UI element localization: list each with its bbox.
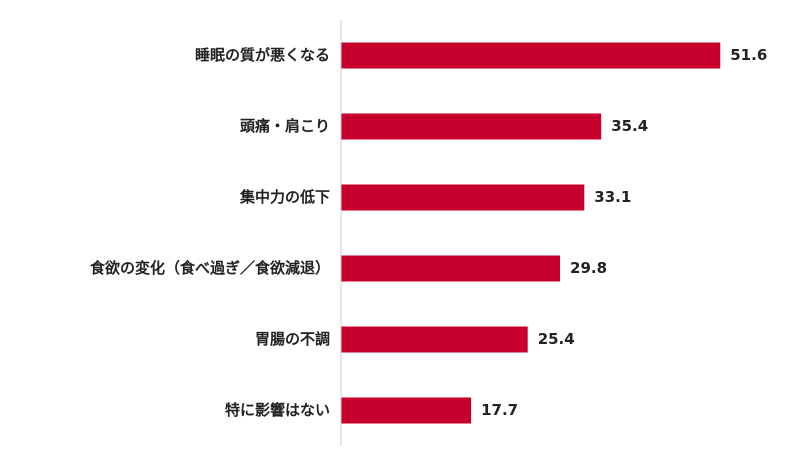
value-label: 17.7 — [481, 401, 518, 419]
value-label: 51.6 — [730, 46, 767, 64]
category-label: 集中力の低下 — [239, 188, 330, 206]
category-label: 食欲の変化（食べ過ぎ／食欲減退） — [90, 259, 330, 277]
value-label: 35.4 — [611, 117, 648, 135]
category-label: 特に影響はない — [225, 401, 330, 419]
category-label: 頭痛・肩こり — [240, 117, 330, 135]
bar — [341, 397, 472, 424]
bar — [341, 113, 602, 140]
value-label: 29.8 — [570, 259, 607, 277]
bar — [341, 255, 561, 282]
bar — [341, 184, 585, 211]
bar — [341, 326, 528, 353]
value-label: 25.4 — [538, 330, 575, 348]
bar — [341, 42, 721, 69]
category-label: 胃腸の不調 — [255, 330, 330, 348]
category-label: 睡眠の質が悪くなる — [195, 46, 330, 64]
value-label: 33.1 — [594, 188, 631, 206]
